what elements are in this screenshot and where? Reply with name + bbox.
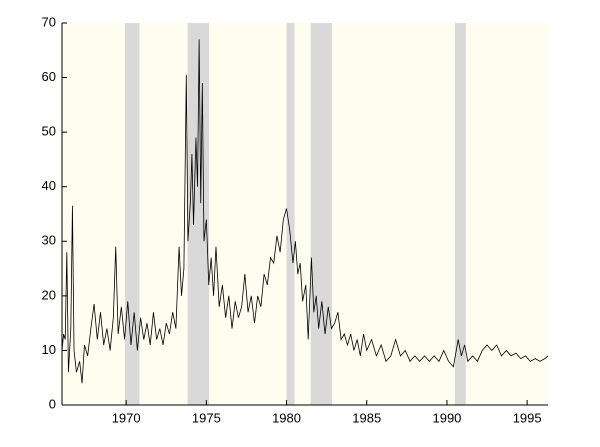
x-tick-label: 1990: [432, 410, 461, 425]
x-tick-label: 1985: [352, 410, 381, 425]
y-tick-label: 10: [42, 342, 56, 357]
y-tick-label: 70: [42, 14, 56, 29]
y-tick-label: 60: [42, 69, 56, 84]
x-tick-label: 1970: [112, 410, 141, 425]
recession-band: [286, 23, 295, 405]
x-tick-label: 1980: [272, 410, 301, 425]
y-tick-label: 0: [49, 396, 56, 411]
x-tick-label: 1975: [192, 410, 221, 425]
y-tick-label: 20: [42, 287, 56, 302]
y-tick-label: 30: [42, 233, 56, 248]
x-tick-label: 1995: [513, 410, 542, 425]
plot-background: [62, 23, 548, 405]
recession-band: [454, 23, 466, 405]
data-line: [61, 39, 549, 384]
y-tick-label: 40: [42, 178, 56, 193]
recession-band: [310, 23, 332, 405]
recession-band: [187, 23, 210, 405]
y-tick-label: 50: [42, 124, 56, 139]
